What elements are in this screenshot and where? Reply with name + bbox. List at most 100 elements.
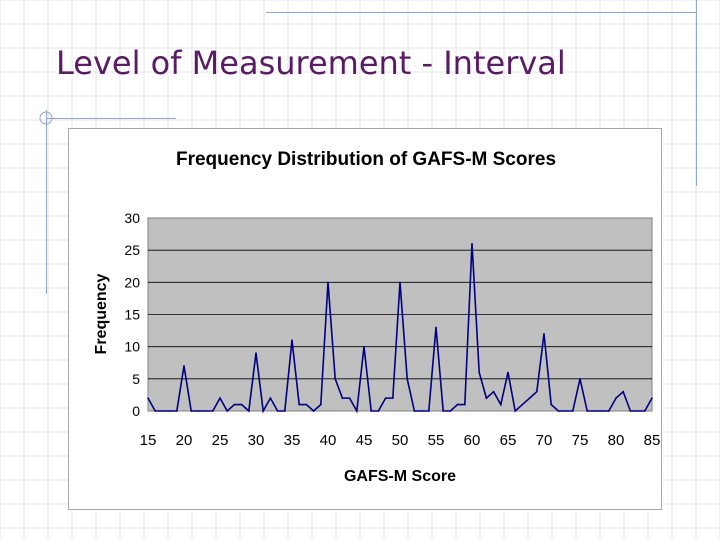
data-point (442, 410, 445, 412)
y-axis-label: Frequency (93, 273, 110, 354)
data-point (449, 410, 452, 412)
data-point (392, 397, 394, 399)
data-point (413, 410, 416, 412)
data-point (377, 410, 380, 412)
data-point (276, 410, 279, 412)
data-point (579, 378, 581, 380)
data-point (298, 403, 300, 406)
y-tick-label: 30 (124, 210, 140, 226)
data-point (154, 410, 156, 412)
data-point (572, 410, 574, 412)
data-point (363, 345, 365, 348)
data-point (341, 397, 344, 399)
data-point (586, 410, 588, 412)
y-tick-label: 10 (124, 339, 140, 355)
y-tick-label: 5 (132, 371, 140, 387)
x-tick-label: 15 (140, 432, 157, 449)
data-point (600, 410, 603, 412)
x-tick-label: 70 (536, 432, 553, 449)
data-point (212, 410, 214, 412)
data-point (168, 410, 171, 412)
chart-title: Frequency Distribution of GAFS-M Scores (176, 149, 556, 170)
data-point (500, 403, 502, 406)
data-point (528, 397, 531, 399)
data-point (651, 397, 653, 399)
data-point (507, 371, 509, 374)
data-point (197, 410, 200, 412)
x-tick-label: 60 (464, 432, 481, 449)
chart-frame: Frequency Distribution of GAFS-M Scores … (68, 128, 662, 510)
y-tick-label: 25 (124, 242, 140, 258)
data-point (176, 410, 178, 412)
data-point (248, 410, 250, 412)
data-point (478, 371, 481, 374)
data-point (420, 410, 423, 412)
data-point (428, 410, 430, 412)
data-point (226, 410, 228, 412)
x-tick-label: 85 (644, 432, 661, 449)
data-point (471, 242, 473, 245)
data-point (291, 339, 293, 342)
data-point (147, 397, 149, 399)
data-point (219, 397, 221, 399)
y-tick-label: 0 (132, 403, 140, 419)
data-point (312, 410, 315, 412)
x-tick-label: 45 (356, 432, 373, 449)
data-point (593, 410, 596, 412)
data-point (564, 410, 567, 412)
decor-mid-line (46, 118, 176, 119)
data-point (435, 326, 437, 329)
data-point (356, 410, 358, 412)
x-axis-label: GAFS-M Score (344, 468, 456, 485)
data-point (334, 378, 337, 380)
data-point (320, 403, 322, 406)
y-tick-label: 15 (124, 307, 140, 323)
data-point (262, 410, 264, 412)
x-tick-label: 55 (428, 432, 445, 449)
data-point (399, 281, 401, 284)
data-point (629, 410, 632, 412)
data-point (644, 410, 646, 412)
data-point (636, 410, 639, 412)
data-point (190, 410, 192, 412)
x-tick-label: 65 (500, 432, 517, 449)
data-point (485, 397, 488, 399)
data-point (550, 403, 552, 406)
data-point (521, 403, 524, 406)
data-point (161, 410, 164, 412)
slide-title: Level of Measurement - Interval (56, 44, 566, 82)
x-tick-label: 40 (320, 432, 337, 449)
data-point (514, 410, 516, 412)
x-tick-label: 80 (608, 432, 625, 449)
data-point (543, 333, 545, 335)
data-point (305, 403, 308, 406)
data-point (183, 365, 185, 367)
decor-circle-icon (39, 111, 53, 125)
x-tick-label: 35 (284, 432, 301, 449)
x-tick-label: 20 (176, 432, 193, 449)
data-point (615, 397, 617, 399)
data-point (608, 410, 610, 412)
decor-right-line (696, 0, 697, 186)
data-point (240, 403, 243, 406)
data-point (255, 352, 257, 354)
data-point (406, 378, 409, 380)
data-point (492, 390, 495, 393)
data-point (327, 281, 329, 284)
data-point (536, 390, 538, 393)
data-point (348, 397, 351, 399)
decor-top-line (266, 12, 696, 13)
data-point (384, 397, 387, 399)
data-point (557, 410, 560, 412)
data-point (622, 390, 624, 393)
x-tick-label: 25 (212, 432, 229, 449)
x-tick-label: 50 (392, 432, 409, 449)
chart: Frequency Distribution of GAFS-M Scores … (93, 149, 661, 485)
x-tick-label: 75 (572, 432, 589, 449)
data-point (233, 403, 236, 406)
data-point (269, 397, 272, 399)
x-tick-label: 30 (248, 432, 265, 449)
data-point (456, 403, 459, 406)
y-tick-label: 20 (124, 274, 140, 290)
data-point (370, 410, 373, 412)
